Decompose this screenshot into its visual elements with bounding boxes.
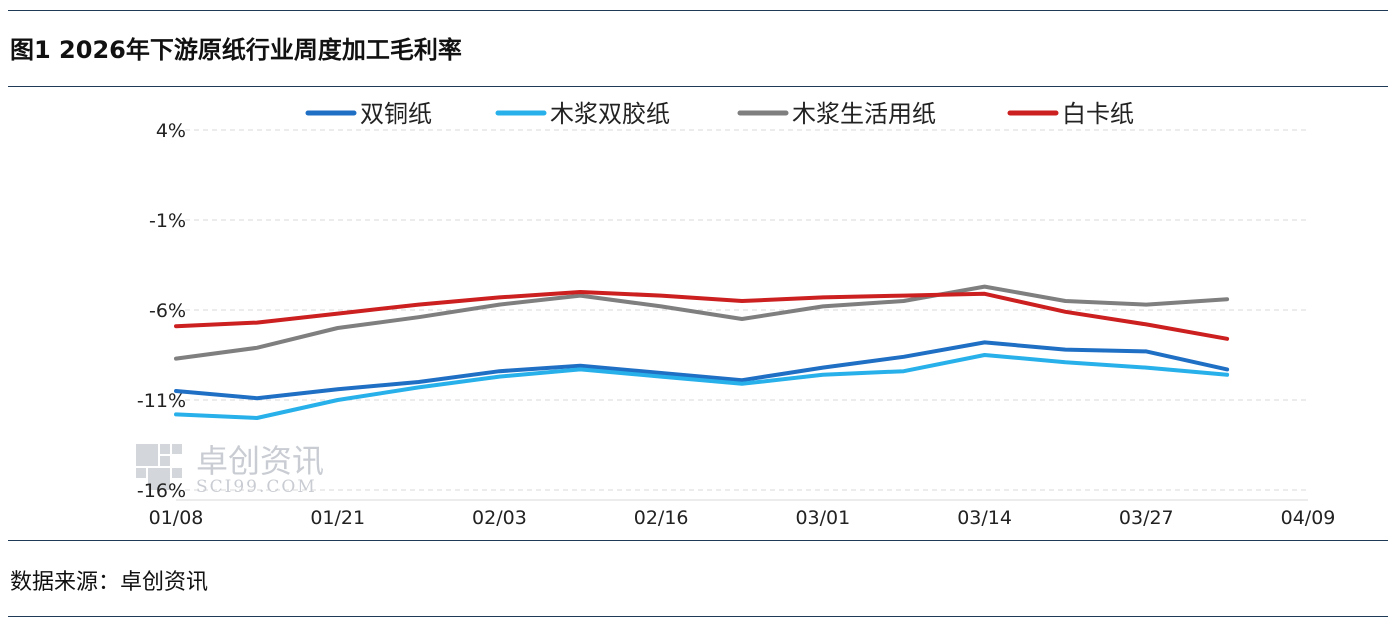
y-tick-label: 4%	[156, 120, 186, 142]
series-lines	[174, 284, 1230, 420]
top-rule	[8, 10, 1388, 11]
x-tick-label: 03/01	[795, 507, 850, 529]
legend-item: 木浆双胶纸	[495, 100, 670, 128]
x-tick-label: 02/16	[634, 507, 689, 529]
y-tick-label: -11%	[137, 390, 186, 412]
legend-item: 木浆生活用纸	[737, 100, 936, 128]
x-tick-label: 02/03	[472, 507, 527, 529]
legend-item: 白卡纸	[1007, 100, 1134, 128]
bottom-rule	[8, 616, 1388, 617]
y-tick-label: -6%	[149, 300, 186, 322]
watermark-brand: 卓创资讯	[196, 442, 324, 480]
legend-item: 双铜纸	[305, 100, 432, 128]
chart-title: 图1 2026年下游原纸行业周度加工毛利率	[10, 36, 462, 64]
y-axis-ticks: 4% -1% -6% -11% -16%	[137, 120, 186, 502]
legend: 双铜纸 木浆双胶纸 木浆生活用纸 白卡纸	[305, 100, 1134, 128]
x-tick-label: 03/14	[957, 507, 1012, 529]
x-tick-label: 03/27	[1119, 507, 1174, 529]
x-tick-label: 01/08	[149, 507, 204, 529]
x-tick-label: 01/21	[310, 507, 365, 529]
series-line	[174, 340, 1230, 401]
legend-label: 白卡纸	[1062, 100, 1134, 128]
legend-label: 木浆双胶纸	[550, 100, 670, 128]
x-axis-ticks: 01/08 01/21 02/03 02/16 03/01 03/14 03/27 04/09	[149, 507, 1336, 529]
legend-label: 双铜纸	[360, 100, 432, 128]
y-tick-label: -1%	[149, 210, 186, 232]
line-chart: 卓创资讯 SCI99.COM 4%-1%-6%-11%-16% 01/08 01/…	[136, 100, 1336, 529]
y-tick-label: -16%	[137, 480, 186, 502]
legend-label: 木浆生活用纸	[792, 100, 936, 128]
x-tick-label: 04/09	[1281, 507, 1336, 529]
footer-divider	[8, 540, 1388, 541]
series-line	[174, 290, 1230, 341]
watermark-site: SCI99.COM	[196, 477, 317, 497]
data-source: 数据来源：卓创资讯	[10, 570, 209, 595]
gridlines	[176, 129, 1308, 491]
watermark-logo-icon	[136, 444, 182, 490]
series-line	[174, 353, 1230, 420]
title-divider	[8, 86, 1388, 87]
watermark: 卓创资讯 SCI99.COM	[136, 442, 324, 497]
series-line	[174, 284, 1230, 361]
